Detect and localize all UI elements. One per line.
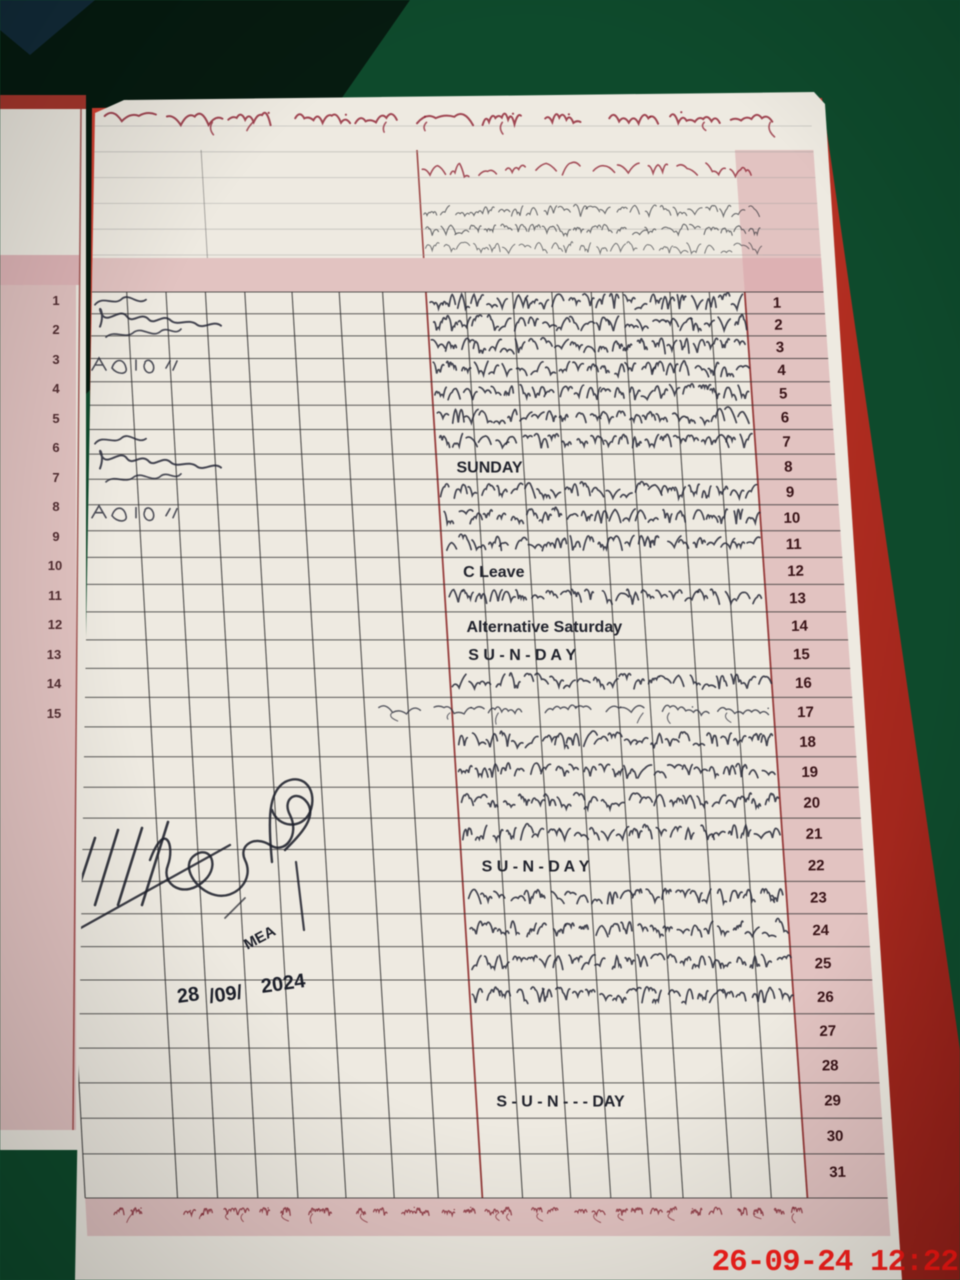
svg-text:26-09-24 12:22: 26-09-24 12:22 xyxy=(712,1245,958,1280)
